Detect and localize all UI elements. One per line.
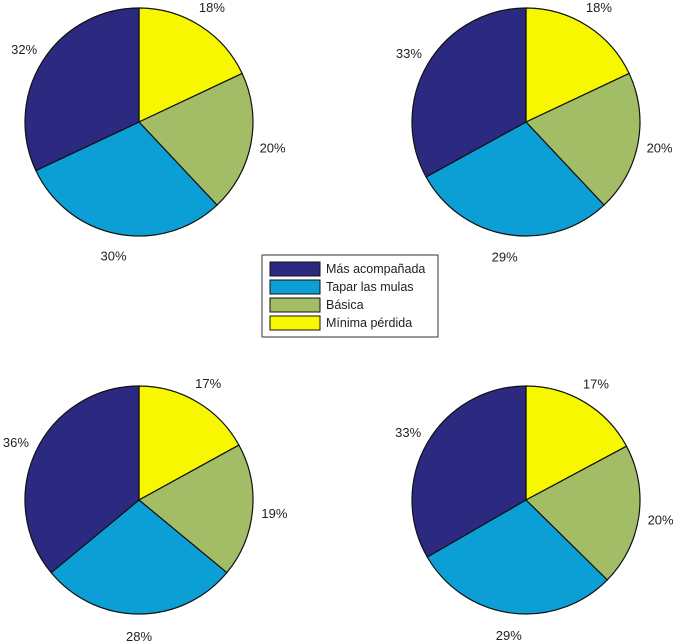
pie-1-label-basica: 20%: [260, 141, 286, 156]
pie-1-slice-mas-acompanada: [24, 7, 140, 172]
pie-2-slice-minima-perdida: [525, 7, 630, 123]
pie-4-slice-minima-perdida: [525, 385, 628, 502]
pie-3-slice-mas-acompanada: [24, 385, 140, 574]
pie-3-label-tapar-las-mulas: 28%: [126, 629, 152, 644]
pie-chart-1: 18% 20% 30% 32%: [11, 0, 286, 263]
legend-label-basica: Básica: [326, 298, 364, 312]
pie-2-label-mas-acompanada: 33%: [396, 46, 422, 61]
pie-charts: 18% 20% 30% 32% 18% 20% 29% 33% 17% 19% 28% 36% 17% 2…: [3, 0, 674, 644]
pie-2-label-minima-perdida: 18%: [586, 0, 612, 15]
pie-2-slice-mas-acompanada: [411, 7, 527, 178]
legend: Más acompañada Tapar las mulas Básica Mí…: [261, 254, 439, 338]
pie-3-slice-tapar-las-mulas: [50, 499, 228, 615]
pie-1-label-minima-perdida: 18%: [199, 0, 225, 15]
pie-chart-3: 17% 19% 28% 36%: [3, 376, 288, 644]
legend-label-mas-acompanada: Más acompañada: [326, 262, 425, 276]
pie-4-slice-basica: [524, 445, 641, 581]
legend-swatch-tapar-las-mulas: [269, 279, 321, 295]
legend-swatch-mas-acompanada: [269, 261, 321, 277]
pie-2-slice-basica: [524, 72, 641, 206]
pie-2-label-basica: 20%: [647, 141, 673, 156]
pie-3-slice-minima-perdida: [138, 385, 240, 502]
pie-3-label-basica: 19%: [261, 506, 287, 521]
pie-4-slice-mas-acompanada: [411, 385, 527, 558]
pie-1-slice-basica: [137, 72, 254, 206]
pie-2-slice-tapar-las-mulas: [425, 121, 605, 237]
pie-1-label-tapar-las-mulas: 30%: [100, 249, 126, 264]
pie-1-slice-minima-perdida: [138, 7, 243, 123]
pie-chart-4: 17% 20% 29% 33%: [395, 376, 674, 643]
pie-4-slice-tapar-las-mulas: [426, 499, 609, 615]
pie-1-slice-tapar-las-mulas: [35, 121, 218, 237]
pie-3-slice-basica: [137, 444, 254, 574]
pie-2-label-tapar-las-mulas: 29%: [492, 249, 518, 264]
pie-1-label-mas-acompanada: 32%: [11, 42, 37, 57]
pie-chart-2: 18% 20% 29% 33%: [396, 0, 673, 264]
pie-4-label-tapar-las-mulas: 29%: [496, 628, 522, 643]
pie-3-label-minima-perdida: 17%: [195, 376, 221, 391]
pie-3-label-mas-acompanada: 36%: [3, 435, 29, 450]
pie-4-label-mas-acompanada: 33%: [395, 425, 421, 440]
legend-label-minima-perdida: Mínima pérdida: [326, 316, 412, 330]
pie-4-label-basica: 20%: [648, 512, 674, 527]
pie-4-label-minima-perdida: 17%: [583, 376, 609, 391]
legend-label-tapar-las-mulas: Tapar las mulas: [326, 280, 414, 294]
legend-swatch-basica: [269, 297, 321, 313]
legend-swatch-minima-perdida: [269, 315, 321, 331]
